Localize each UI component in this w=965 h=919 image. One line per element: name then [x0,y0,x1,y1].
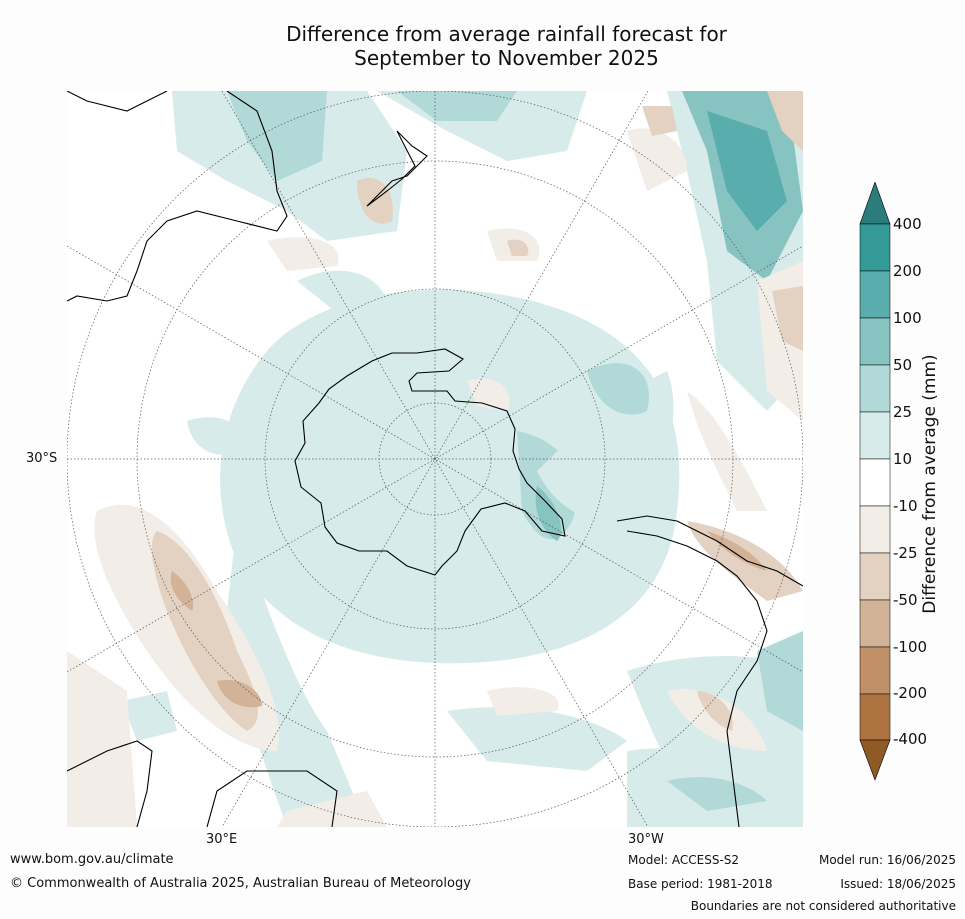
copyright-text: © Commonwealth of Australia 2025, Austra… [10,876,471,891]
graticule [67,91,803,827]
australia-coast [67,91,288,302]
colorbar-tick: -25 [893,544,918,562]
website-link[interactable]: www.bom.gov.au/climate [10,852,174,867]
colorbar-tick: 400 [893,215,922,233]
colorbar-tick: -100 [893,638,928,656]
lat-label-30s: 30°S [26,451,58,466]
positive-anomaly-areas [122,91,803,827]
lon-label-30e: 30°E [206,832,238,847]
map-title: Difference from average rainfall forecas… [0,22,965,70]
disclaimer: Boundaries are not considered authoritat… [690,899,956,913]
colorbar-tick: 100 [893,309,922,327]
model-name: Model: ACCESS-S2 [628,853,740,867]
colorbar-tick: -400 [893,730,928,748]
colorbar-tick: 25 [893,403,913,421]
title-line-2: September to November 2025 [354,46,659,70]
colorbar-tick: -200 [893,684,928,702]
africa-coast [67,740,338,827]
colorbar-tick: -10 [893,497,918,515]
lon-label-30w: 30°W [628,832,664,847]
title-line-1: Difference from average rainfall forecas… [286,22,727,46]
colorbar-tick: 50 [893,356,913,374]
colorbar-scale [859,182,891,781]
colorbar-tick: 10 [893,450,913,468]
model-run-date: Model run: 16/06/2025 [818,853,956,867]
coastlines [67,91,803,827]
new-zealand-coast [366,130,428,207]
map-svg [67,91,803,827]
colorbar-title: Difference from average (mm) [920,354,940,614]
colorbar-tick: 200 [893,262,922,280]
south-america-coast [616,515,803,827]
issued-date: Issued: 18/06/2025 [840,877,956,891]
polar-map [67,91,803,827]
antarctica-coast [294,348,566,576]
base-period: Base period: 1981-2018 [628,877,773,891]
colorbar: 400 200 100 50 25 10 -10 -25 -50 -100 -2… [855,182,965,782]
colorbar-tick: -50 [893,591,918,609]
